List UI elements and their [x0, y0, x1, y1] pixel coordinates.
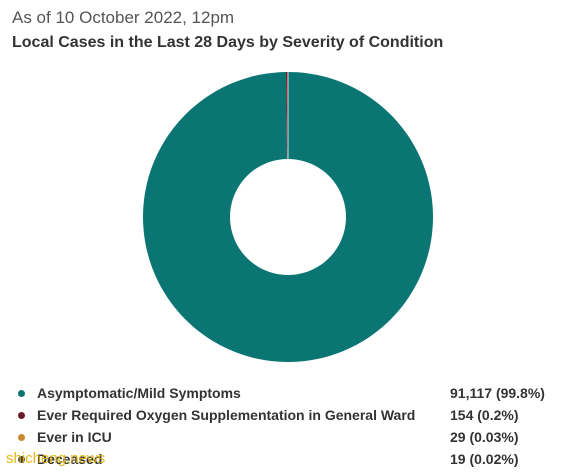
- legend-item: Asymptomatic/Mild Symptoms 91,117 (99.8%): [14, 382, 559, 404]
- pie-slice-1: [285, 72, 288, 160]
- legend-value: 19 (0.02%): [450, 451, 519, 467]
- watermark: shicheng.news: [6, 450, 106, 467]
- legend-dot: [18, 411, 25, 419]
- legend-label: Deceased: [37, 451, 103, 467]
- legend-label: Ever Required Oxygen Supplementation in …: [37, 407, 416, 423]
- legend-dot: [18, 455, 25, 463]
- legend-label: Ever in ICU: [37, 429, 112, 445]
- chart-subtitle: As of 10 October 2022, 12pm: [12, 8, 235, 27]
- pie-slice-0: [143, 72, 434, 362]
- legend-value: 154 (0.2%): [450, 407, 519, 423]
- chart-title: Local Cases in the Last 28 Days by Sever…: [12, 34, 444, 51]
- legend-dot: [18, 433, 25, 441]
- legend-label: Asymptomatic/Mild Symptoms: [37, 385, 241, 401]
- legend-item: Ever Required Oxygen Supplementation in …: [14, 404, 559, 426]
- chart-legend: Asymptomatic/Mild Symptoms 91,117 (99.8%)…: [14, 382, 559, 470]
- legend-item: Ever in ICU 29 (0.03%): [14, 426, 559, 448]
- legend-value: 29 (0.03%): [450, 429, 519, 445]
- legend-item: Deceased 19 (0.02%): [14, 448, 559, 470]
- donut-chart: [143, 72, 434, 362]
- legend-value: 91,117 (99.8%): [450, 385, 545, 401]
- legend-dot: [18, 389, 25, 397]
